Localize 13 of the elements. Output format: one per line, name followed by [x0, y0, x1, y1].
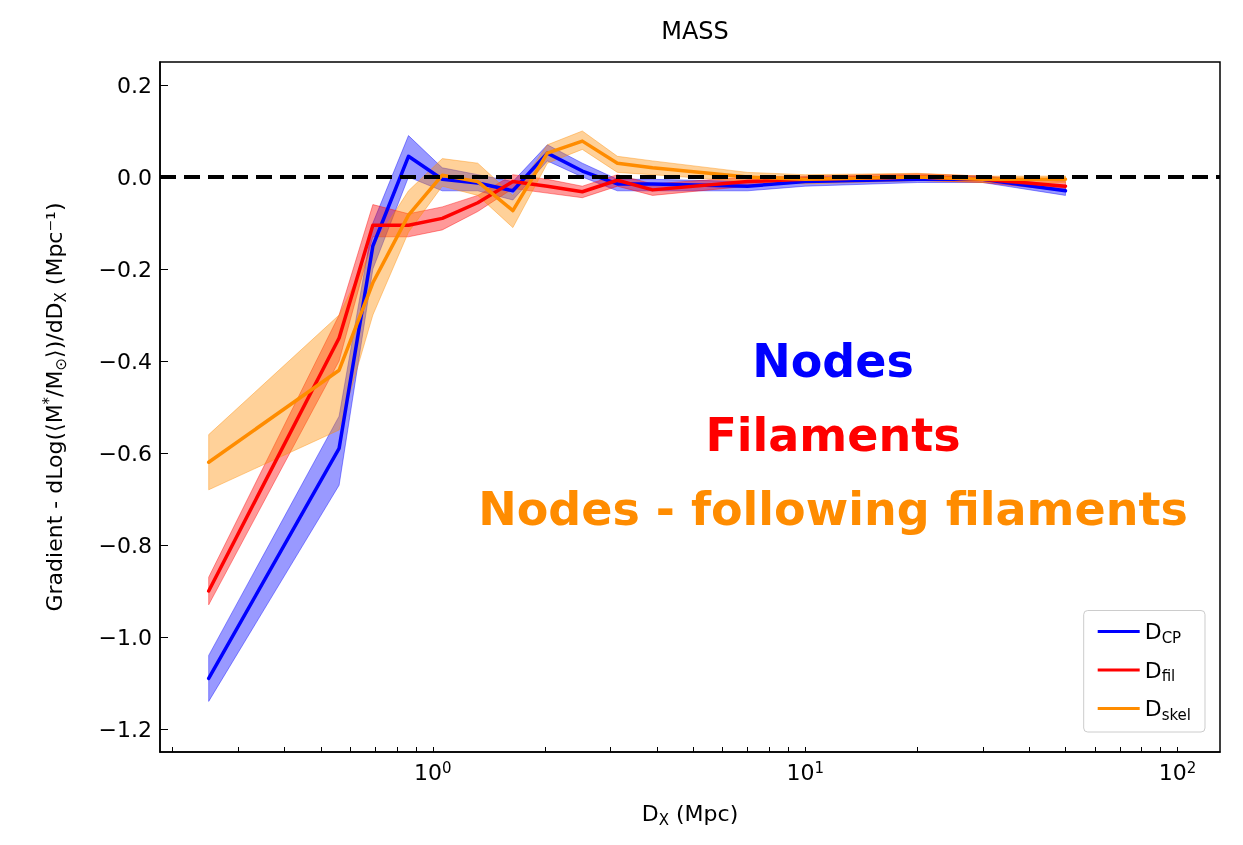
- y-tick-label: 0.2: [117, 72, 152, 98]
- annotation: Filaments: [705, 408, 961, 462]
- chart-title: MASS: [661, 17, 729, 45]
- y-tick-label: −0.8: [98, 532, 152, 558]
- y-tick-label: 0.0: [117, 164, 152, 190]
- y-axis-title: Gradient - dLog(⟨M*/M⊙⟩)/dDX (Mpc⁻¹): [39, 202, 70, 612]
- y-tick-label: −0.4: [98, 348, 152, 374]
- y-tick-label: −0.2: [98, 256, 152, 282]
- annotation: Nodes: [752, 334, 914, 388]
- annotation: Nodes - following filaments: [478, 482, 1188, 536]
- y-tick-label: −0.6: [98, 440, 152, 466]
- y-tick-label: −1.2: [98, 716, 152, 742]
- y-tick-label: −1.0: [98, 624, 152, 650]
